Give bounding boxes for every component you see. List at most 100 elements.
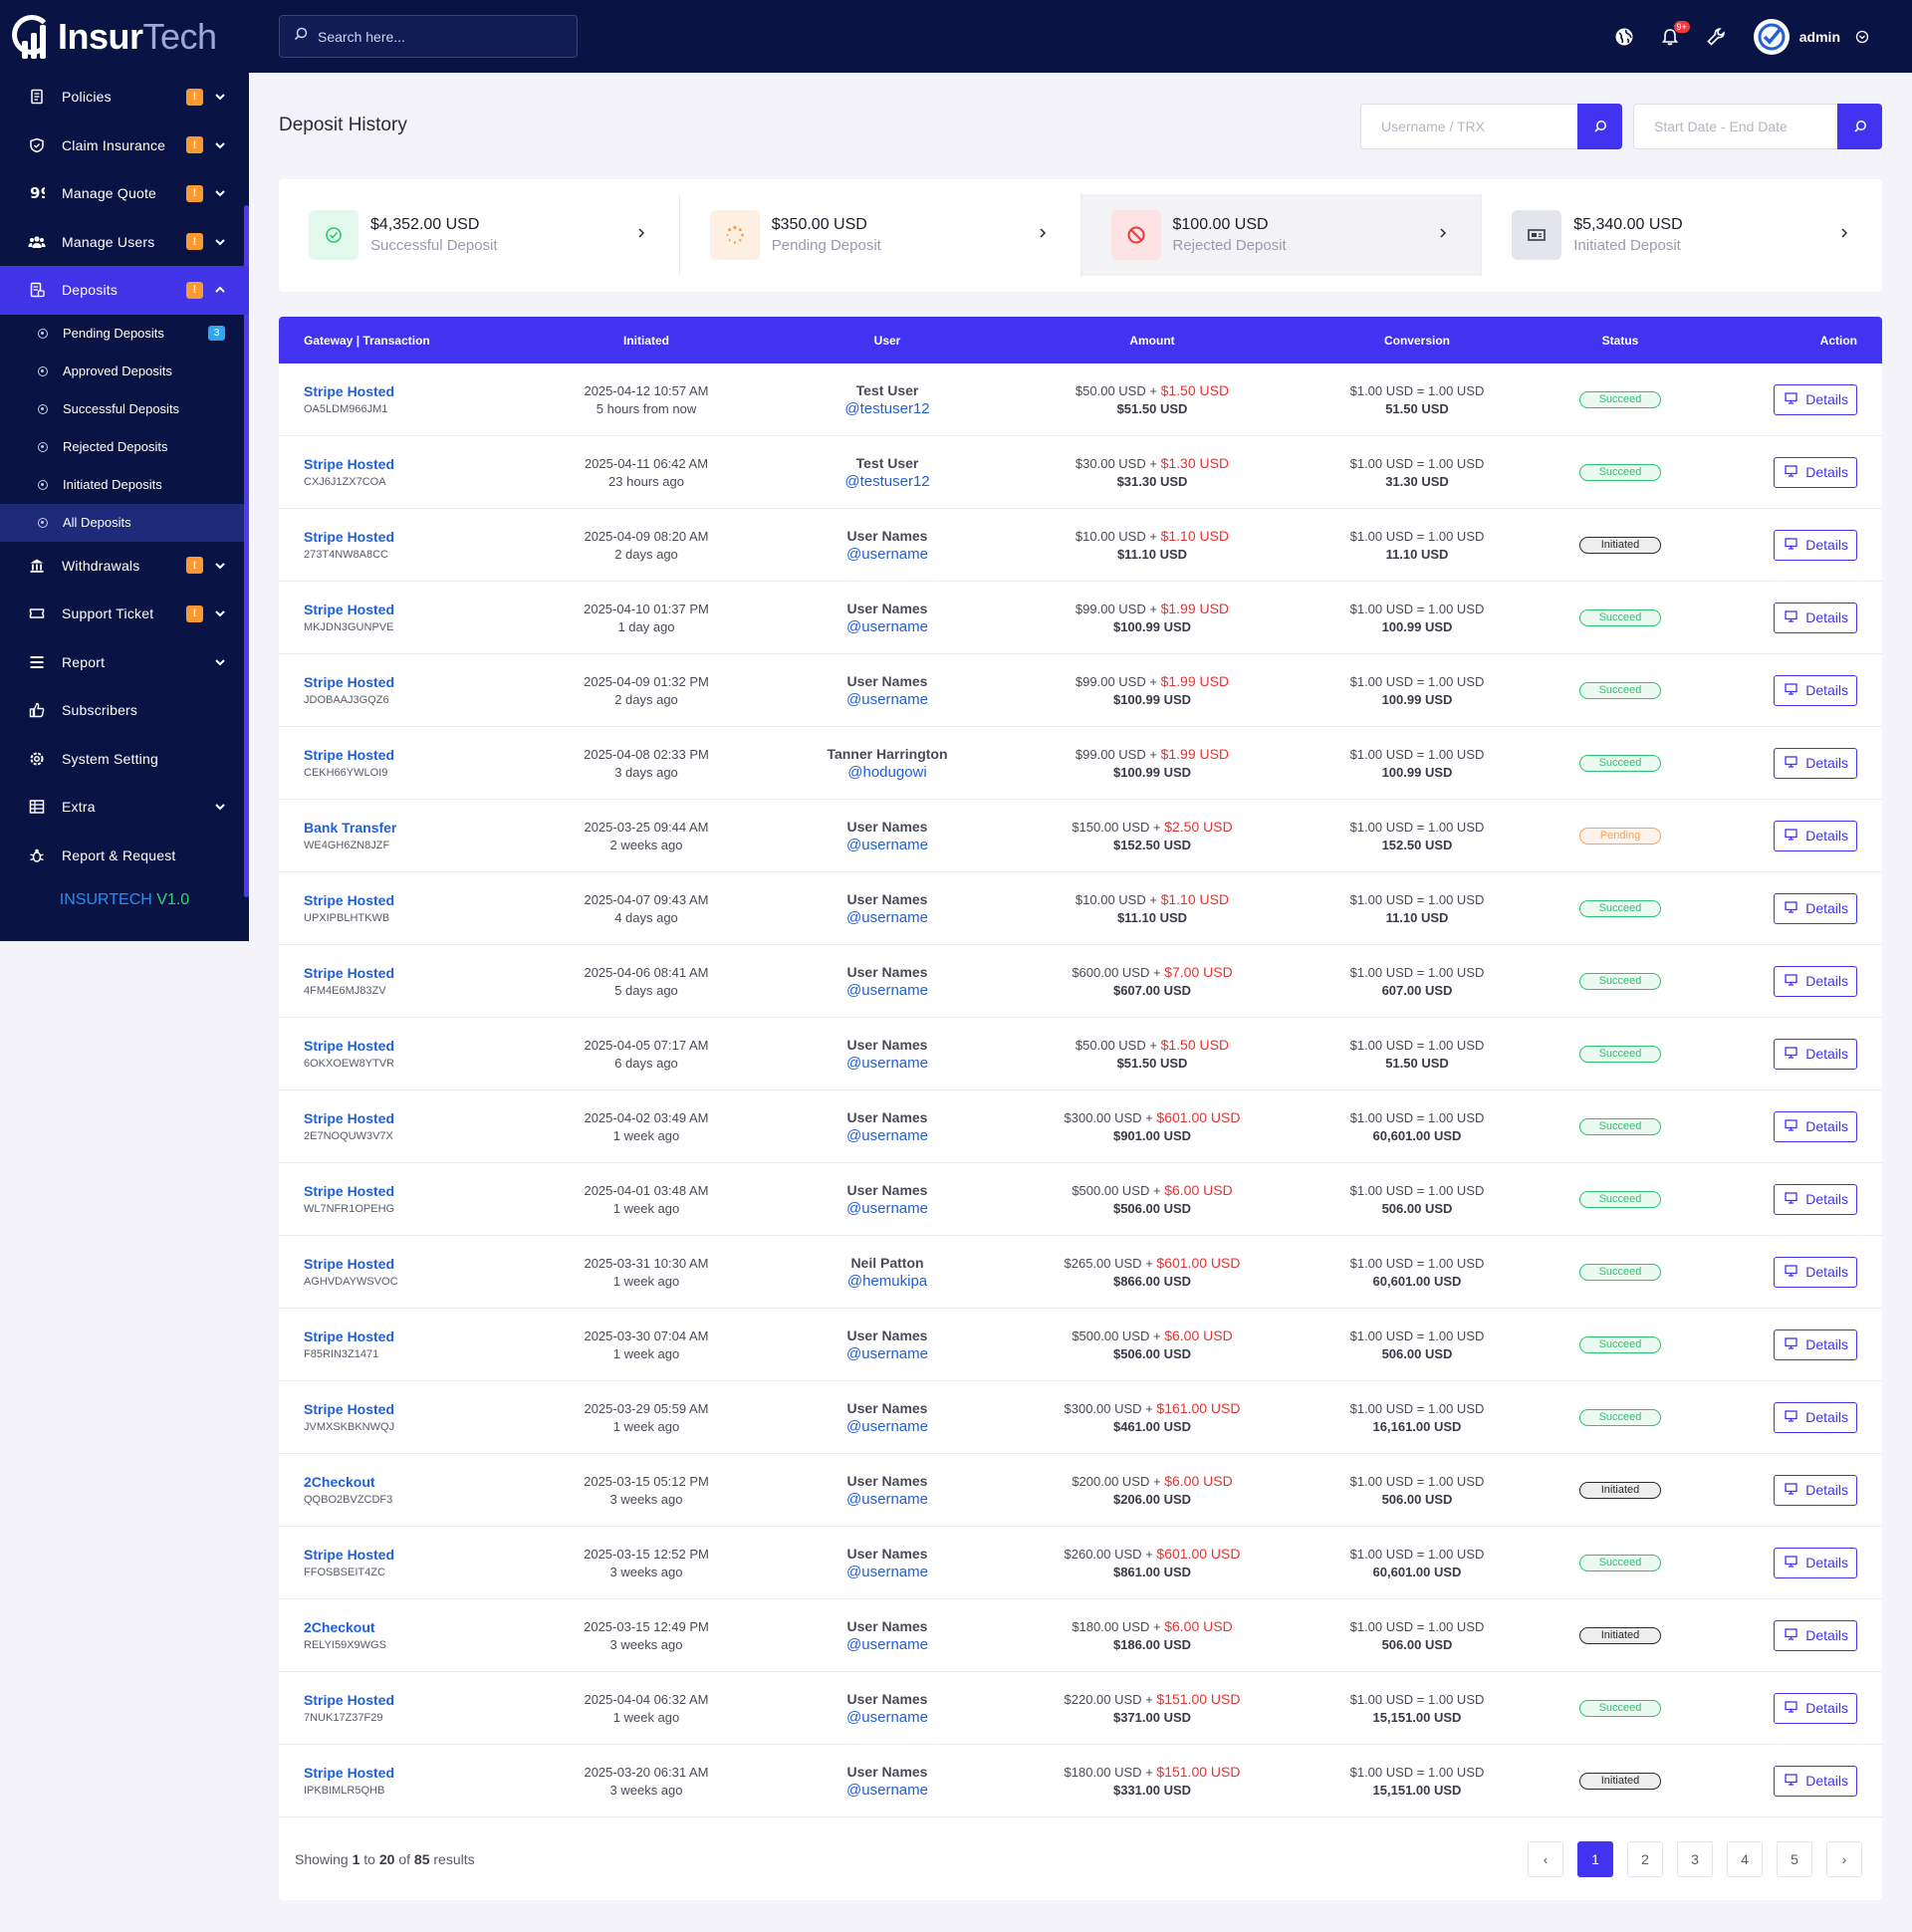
user-trx-input[interactable] xyxy=(1360,104,1577,149)
user-handle-link[interactable]: @username xyxy=(846,1781,928,1799)
details-button[interactable]: Details xyxy=(1774,1038,1857,1070)
user-handle-link[interactable]: @username xyxy=(846,1199,928,1217)
chevron-circle-icon[interactable] xyxy=(1850,25,1874,49)
user-trx-search-button[interactable] xyxy=(1577,104,1622,149)
sidebar-item-manage-users[interactable]: Manage Users! xyxy=(0,218,249,267)
search-box[interactable] xyxy=(279,15,578,58)
details-button[interactable]: Details xyxy=(1774,383,1857,415)
status-cell: Succeed xyxy=(1547,1190,1694,1208)
gateway-cell: Stripe Hosted 2E7NOQUW3V7X xyxy=(279,1110,535,1142)
submenu-item-successful-deposits[interactable]: Successful Deposits xyxy=(0,390,249,428)
details-button[interactable]: Details xyxy=(1774,1401,1857,1433)
submenu-item-all-deposits[interactable]: All Deposits xyxy=(0,503,249,542)
avatar[interactable] xyxy=(1753,18,1790,55)
details-button[interactable]: Details xyxy=(1774,1619,1857,1651)
conversion-rate: $1.00 USD = 1.00 USD xyxy=(1349,673,1485,689)
sidebar-item-support-ticket[interactable]: Support Ticket! xyxy=(0,590,249,638)
pagination-prev[interactable]: ‹ xyxy=(1528,1840,1563,1877)
user-handle-link[interactable]: @username xyxy=(846,1344,928,1362)
user-handle-link[interactable]: @username xyxy=(846,1417,928,1435)
sidebar-item-extra[interactable]: Extra xyxy=(0,783,249,832)
user-handle-link[interactable]: @username xyxy=(846,617,928,635)
table-row: Stripe Hosted 6OKXOEW8YTVR 2025-04-05 07:1… xyxy=(279,1018,1882,1090)
sidebar-item-policies[interactable]: Policies! xyxy=(0,73,249,121)
user-handle-link[interactable]: @username xyxy=(846,836,928,853)
alert-badge: ! xyxy=(186,233,203,251)
submenu-item-initiated-deposits[interactable]: Initiated Deposits xyxy=(0,466,249,504)
chevron-right-icon[interactable] xyxy=(635,226,647,244)
details-button[interactable]: Details xyxy=(1774,602,1857,633)
wrench-icon[interactable] xyxy=(1704,25,1728,49)
user-name: Test User xyxy=(855,454,919,471)
pagination-next[interactable]: › xyxy=(1826,1840,1862,1877)
sidebar-scrollbar[interactable] xyxy=(244,205,249,897)
admin-name[interactable]: admin xyxy=(1798,28,1840,45)
pagination-page[interactable]: 3 xyxy=(1677,1840,1713,1877)
sidebar-item-withdrawals[interactable]: Withdrawals! xyxy=(0,542,249,591)
pagination-page[interactable]: 5 xyxy=(1777,1840,1812,1877)
sidebar-item-manage-quote[interactable]: 99 Manage Quote! xyxy=(0,169,249,218)
details-button[interactable]: Details xyxy=(1774,1692,1857,1724)
brand-logo[interactable]: InsurTech xyxy=(0,0,249,73)
user-handle-link[interactable]: @hemukipa xyxy=(846,1272,928,1290)
user-handle-link[interactable]: @username xyxy=(846,1490,928,1508)
user-handle-link[interactable]: @username xyxy=(846,1563,928,1580)
sidebar-item-deposits[interactable]: Deposits! xyxy=(0,266,249,315)
sidebar-item-claim-insurance[interactable]: Claim Insurance! xyxy=(0,121,249,170)
date-range-input[interactable] xyxy=(1633,104,1837,149)
user-handle-link[interactable]: @username xyxy=(846,690,928,708)
details-button[interactable]: Details xyxy=(1774,1328,1857,1360)
rejected-deposit-card[interactable]: $100.00 USD Rejected Deposit xyxy=(1080,194,1483,276)
user-handle-link[interactable]: @testuser12 xyxy=(844,472,930,490)
submenu-item-approved-deposits[interactable]: Approved Deposits xyxy=(0,353,249,390)
bell-icon[interactable]: 9+ xyxy=(1658,20,1690,49)
user-handle-link[interactable]: @username xyxy=(846,545,928,563)
details-button[interactable]: Details xyxy=(1774,1474,1857,1506)
details-button[interactable]: Details xyxy=(1774,747,1857,779)
pagination-page[interactable]: 4 xyxy=(1727,1840,1763,1877)
sidebar-item-subscribers[interactable]: Subscribers xyxy=(0,686,249,735)
details-button[interactable]: Details xyxy=(1774,1765,1857,1797)
sidebar-item-report[interactable]: Report xyxy=(0,638,249,687)
chevron-right-icon[interactable] xyxy=(1838,226,1850,244)
pagination-page[interactable]: 2 xyxy=(1627,1840,1663,1877)
sidebar-item-system-setting[interactable]: System Setting xyxy=(0,735,249,784)
user-handle-link[interactable]: @username xyxy=(846,1054,928,1072)
user-handle-link[interactable]: @username xyxy=(846,981,928,999)
details-button[interactable]: Details xyxy=(1774,1183,1857,1215)
details-button[interactable]: Details xyxy=(1774,1547,1857,1578)
conversion-cell: $1.00 USD = 1.00 USD 60,601.00 USD xyxy=(1288,1256,1547,1289)
pending-deposit-card[interactable]: $350.00 USD Pending Deposit xyxy=(680,194,1081,276)
submenu-item-pending-deposits[interactable]: Pending Deposits 3 xyxy=(0,315,249,353)
details-button[interactable]: Details xyxy=(1774,456,1857,488)
initiated-cell: 2025-04-05 07:17 AM 6 days ago xyxy=(535,1038,758,1071)
chevron-right-icon[interactable] xyxy=(1437,226,1449,244)
user-handle-link[interactable]: @username xyxy=(846,1708,928,1726)
user-handle-link[interactable]: @username xyxy=(846,1126,928,1144)
user-handle-link[interactable]: @hodugowi xyxy=(847,763,927,781)
details-label: Details xyxy=(1805,1555,1848,1570)
search-input[interactable] xyxy=(318,28,557,45)
globe-icon[interactable] xyxy=(1612,25,1636,49)
user-handle-link[interactable]: @username xyxy=(846,908,928,926)
details-button[interactable]: Details xyxy=(1774,529,1857,561)
status-badge: Succeed xyxy=(1579,609,1661,626)
sidebar-item-report-request[interactable]: Report & Request xyxy=(0,832,249,880)
success-deposit-card[interactable]: $4,352.00 USD Successful Deposit xyxy=(279,194,680,276)
details-button[interactable]: Details xyxy=(1774,965,1857,997)
details-button[interactable]: Details xyxy=(1774,892,1857,924)
date-search-button[interactable] xyxy=(1837,104,1882,149)
user-handle-link[interactable]: @testuser12 xyxy=(844,399,930,417)
details-button[interactable]: Details xyxy=(1774,1256,1857,1288)
submenu-item-rejected-deposits[interactable]: Rejected Deposits xyxy=(0,428,249,466)
user-handle-link[interactable]: @username xyxy=(846,1635,928,1653)
amount-line: $300.00 USD + $161.00 USD xyxy=(1064,1400,1241,1416)
details-button[interactable]: Details xyxy=(1774,674,1857,706)
chevron-right-icon[interactable] xyxy=(1037,226,1049,244)
conversion-cell: $1.00 USD = 1.00 USD 16,161.00 USD xyxy=(1288,1401,1547,1434)
initiated-deposit-card[interactable]: $5,340.00 USD Initiated Deposit xyxy=(1482,194,1882,276)
pagination-page[interactable]: 1 xyxy=(1577,1840,1613,1877)
details-button[interactable]: Details xyxy=(1774,1110,1857,1142)
details-button[interactable]: Details xyxy=(1774,820,1857,851)
conversion-cell: $1.00 USD = 1.00 USD 506.00 USD xyxy=(1288,1183,1547,1216)
